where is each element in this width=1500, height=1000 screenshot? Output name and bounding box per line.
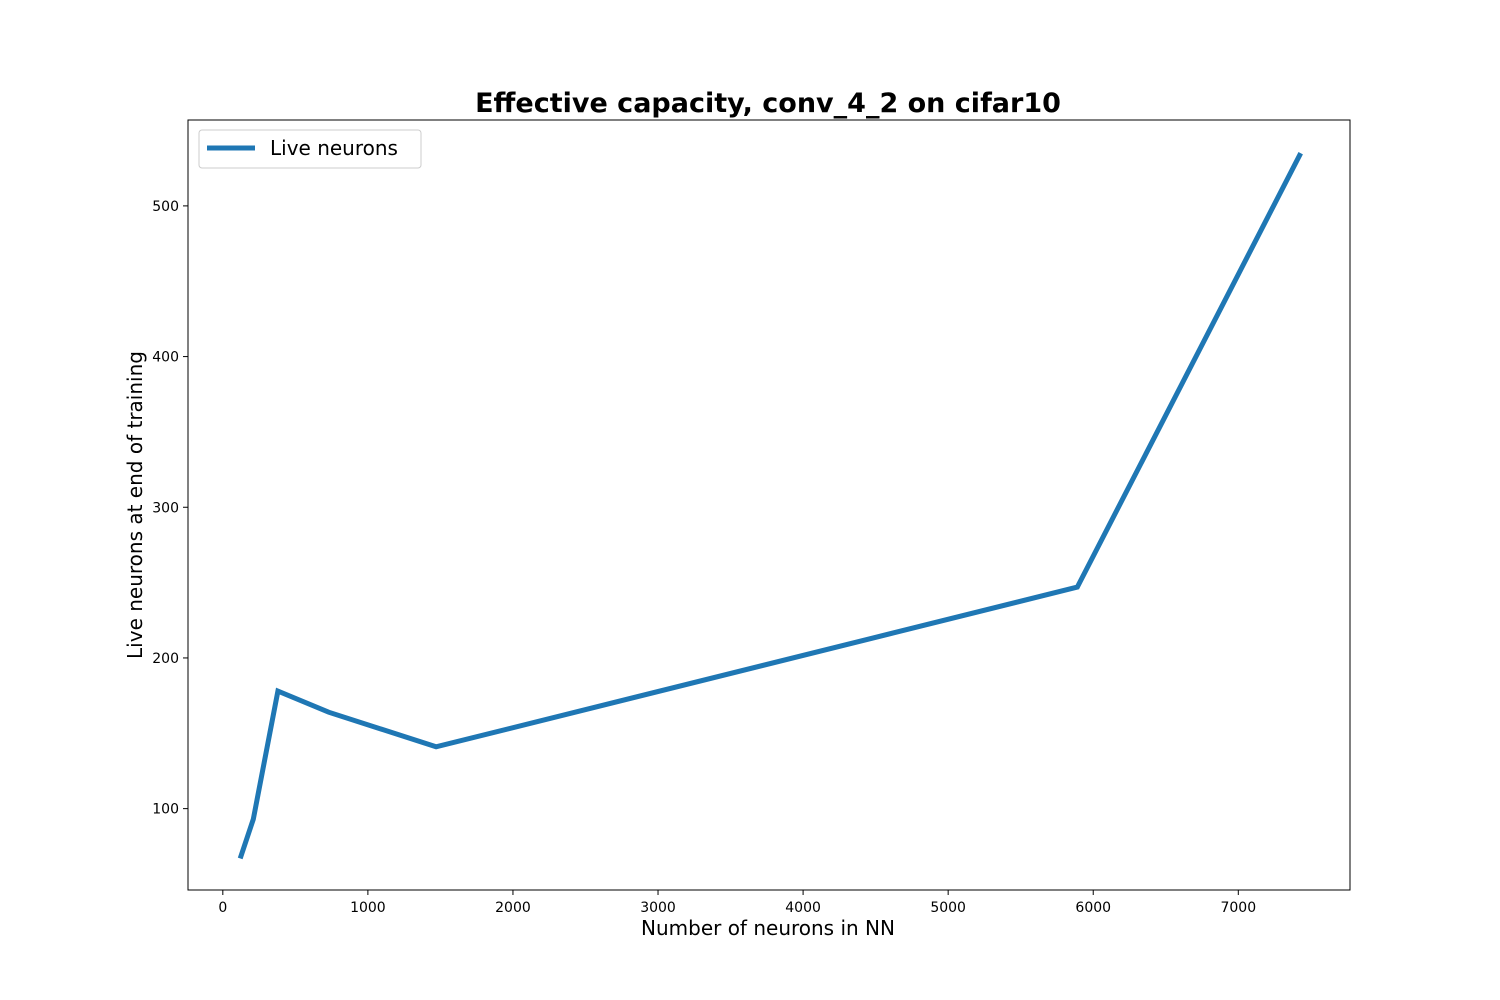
x-tick-label: 4000	[785, 900, 821, 916]
x-tick-label: 1000	[350, 900, 386, 916]
y-tick-label: 200	[152, 651, 179, 667]
x-axis: 0 1000 2000 3000 4000 5000 6000 7000	[218, 890, 1256, 916]
y-axis-label: Live neurons at end of training	[123, 351, 147, 659]
legend-box	[198, 129, 422, 169]
y-tick-label: 100	[152, 802, 179, 818]
x-tick-label: 5000	[930, 900, 966, 916]
x-tick-label: 2000	[495, 900, 531, 916]
chart-title: Effective capacity, conv_4_2 on cifar10	[475, 88, 1061, 119]
y-tick-label: 300	[152, 500, 179, 516]
x-tick-label: 0	[218, 900, 227, 916]
x-tick-label: 6000	[1075, 900, 1111, 916]
plot-area-frame	[187, 119, 1351, 891]
x-tick-label: 7000	[1220, 900, 1256, 916]
legend: Live neurons	[198, 129, 422, 169]
y-tick-label: 400	[152, 350, 179, 366]
series-layer	[237, 152, 1303, 860]
x-axis-label: Number of neurons in NN	[641, 916, 895, 940]
y-axis: 100 200 300 400 500	[152, 199, 188, 818]
x-tick-label: 3000	[640, 900, 676, 916]
legend-label: Live neurons	[270, 136, 398, 160]
y-tick-label: 500	[152, 199, 179, 215]
series-line-live-neurons	[237, 152, 1303, 860]
